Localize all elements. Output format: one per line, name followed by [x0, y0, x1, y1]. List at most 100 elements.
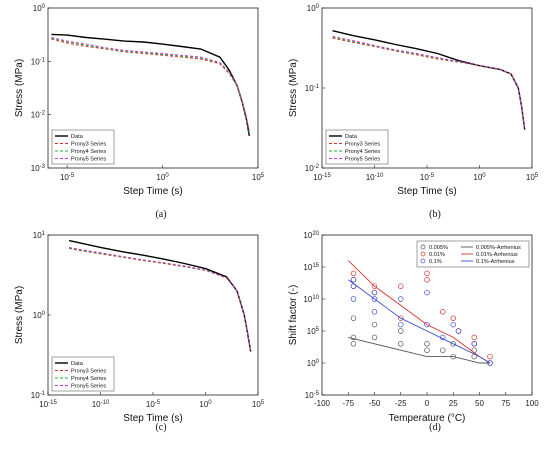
legend-label: 0.01%-Arrhenius — [476, 252, 518, 258]
plot-area — [332, 30, 526, 130]
data-point — [440, 309, 446, 315]
y-tick-label: 10-2 — [305, 164, 320, 173]
y-tick-label: 100 — [307, 359, 320, 368]
data-point — [350, 341, 357, 347]
chart-panel-3: 10-15 10-10 10-5 100 105 10-1 100 101 Step Time … — [14, 231, 265, 433]
data-point — [371, 296, 378, 302]
data-point — [398, 315, 404, 321]
data-point — [471, 334, 478, 341]
legend-swatch — [420, 258, 426, 264]
data-point — [398, 341, 404, 347]
x-tick-label: 100 — [199, 400, 212, 409]
y-tick-label: 1020 — [303, 231, 319, 240]
panel-caption: (d) — [429, 422, 441, 433]
chart-panel-2: 10-15 10-10 10-5 100 105 10-2 10-1 100 Step Time… — [288, 4, 539, 220]
legend-label: Prony3 Series — [71, 369, 106, 375]
data-point — [371, 334, 378, 341]
legend-label: 0.005% — [429, 245, 448, 251]
data-point — [350, 334, 357, 341]
data-point — [424, 289, 430, 296]
legend-label: Data — [71, 361, 84, 367]
x-axis-label: Step Time (s) — [123, 413, 182, 424]
y-axis-label: Shift factor (-) — [288, 285, 299, 346]
plot-area — [347, 260, 493, 366]
y-tick-label: 1015 — [303, 263, 319, 272]
panel-caption: (b) — [429, 209, 441, 220]
legend-swatch — [420, 244, 426, 250]
x-tick-label: 75 — [501, 399, 510, 408]
x-tick-label: 10-15 — [313, 173, 331, 182]
y-axis-label: Stress (MPa) — [14, 286, 25, 344]
data-point — [398, 283, 404, 289]
x-tick-label: 10-5 — [420, 173, 435, 182]
data-point — [398, 296, 404, 302]
legend-label: 0.005%-Arrhenius — [476, 245, 521, 251]
data-point — [398, 321, 404, 328]
data-point — [450, 321, 457, 328]
y-axis-label: Stress (MPa) — [288, 59, 299, 117]
legend-label: Prony4 Series — [71, 149, 106, 155]
x-tick-label: -25 — [395, 399, 407, 408]
data-point — [450, 341, 457, 347]
series-line — [332, 37, 526, 130]
y-tick-label: 100 — [33, 311, 46, 320]
y-tick-label: 10-1 — [31, 57, 46, 66]
x-tick-label: -50 — [369, 399, 381, 408]
x-tick-label: 10-10 — [366, 173, 384, 182]
y-tick-label: 105 — [307, 327, 320, 336]
series-line — [51, 37, 250, 131]
x-tick-label: 10-10 — [92, 400, 110, 409]
legend-label: Prony3 Series — [345, 142, 380, 148]
series-line — [332, 36, 526, 130]
data-point — [440, 347, 446, 353]
series-line — [68, 246, 252, 352]
legend-label: Prony5 Series — [71, 384, 106, 390]
data-point — [455, 328, 462, 334]
x-tick-label: 100 — [525, 399, 539, 408]
data-point — [398, 328, 404, 334]
data-point — [424, 270, 430, 277]
data-point — [424, 321, 430, 328]
plot-area — [51, 33, 250, 137]
data-point — [450, 315, 457, 321]
data-point — [424, 341, 430, 347]
x-tick-label: 105 — [526, 173, 539, 182]
panel-caption: (c) — [155, 422, 166, 433]
legend-label: 0.01% — [429, 252, 445, 258]
legend-label: Prony5 Series — [345, 157, 380, 163]
x-tick-label: 25 — [449, 399, 458, 408]
series-line — [348, 279, 491, 364]
legend-label: Prony3 Series — [71, 142, 106, 148]
x-axis-label: Step Time (s) — [397, 186, 456, 197]
y-tick-label: 100 — [33, 4, 46, 13]
legend-label: Prony5 Series — [71, 157, 106, 163]
legend-label: Prony4 Series — [345, 149, 380, 155]
y-axis-label: Stress (MPa) — [14, 59, 25, 117]
panel-caption: (a) — [155, 209, 166, 220]
legend-label: 0.1%-Arrhenius — [476, 259, 515, 265]
x-tick-label: 50 — [475, 399, 484, 408]
x-tick-label: -100 — [314, 399, 331, 408]
data-point — [424, 347, 430, 353]
y-tick-label: 10-3 — [31, 164, 46, 173]
x-tick-label: 0 — [425, 399, 430, 408]
data-point — [371, 289, 378, 296]
data-point — [371, 283, 378, 289]
data-point — [371, 321, 378, 328]
x-tick-label: 100 — [156, 173, 169, 182]
x-tick-label: 10-15 — [39, 400, 57, 409]
x-axis-label: Step Time (s) — [123, 186, 182, 197]
x-tick-label: 105 — [252, 400, 265, 409]
legend: 0.005%0.01%0.1% 0.005%-Arrhenius0.01%-Arr… — [416, 240, 530, 268]
data-point — [424, 277, 430, 283]
x-tick-label: 10-5 — [146, 400, 161, 409]
y-tick-label: 10-2 — [31, 111, 46, 120]
y-tick-label: 101 — [33, 231, 46, 240]
series-line — [51, 38, 250, 131]
y-tick-label: 10-1 — [305, 84, 320, 93]
data-point — [350, 315, 357, 321]
x-axis-label: Temperature (°C) — [389, 413, 466, 424]
